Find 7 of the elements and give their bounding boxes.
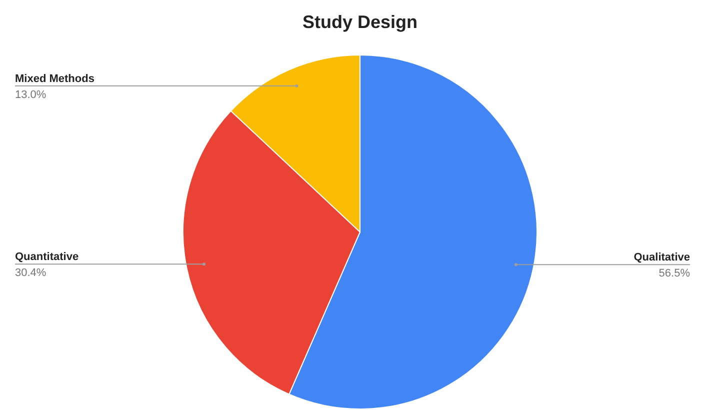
data-label: 13.0% bbox=[15, 88, 46, 101]
chart-title: Study Design bbox=[302, 12, 418, 32]
slice-label: Quantitative bbox=[15, 251, 79, 264]
slice-label: Mixed Methods bbox=[15, 72, 94, 85]
data-label: 30.4% bbox=[15, 267, 46, 280]
slice-label: Qualitative bbox=[634, 252, 690, 264]
data-label: 56.5% bbox=[658, 268, 690, 280]
